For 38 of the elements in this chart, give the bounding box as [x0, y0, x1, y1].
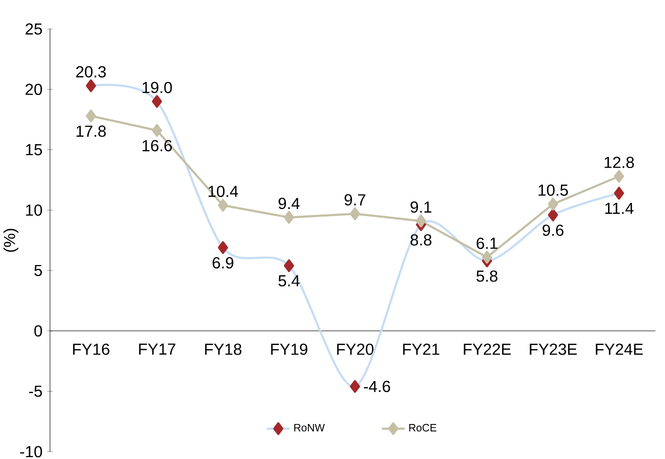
- x-tick-label: FY21: [403, 344, 440, 355]
- data-label: 17.8: [76, 126, 106, 137]
- y-tick-label: -5: [29, 386, 42, 397]
- data-label: 6.9: [212, 257, 234, 268]
- x-tick-label: FY19: [271, 344, 308, 355]
- x-tick-label: FY17: [139, 344, 176, 355]
- y-tick-label: 15: [26, 144, 42, 156]
- data-label: 12.8: [604, 156, 634, 168]
- data-label: 11.4: [605, 202, 634, 214]
- data-label: 20.3: [76, 66, 106, 78]
- y-tick-label: 0: [34, 325, 42, 337]
- data-label: 8.8: [410, 234, 432, 246]
- data-label: 9.7: [344, 194, 366, 206]
- x-tick-label: FY23E: [530, 344, 577, 355]
- legend-label: RoCE: [409, 424, 436, 432]
- data-label: 9.6: [542, 224, 564, 236]
- y-tick-label: 10: [26, 204, 42, 216]
- data-label: 5.4: [278, 275, 300, 286]
- legend-label: RoNW: [294, 424, 325, 432]
- data-label: 5.8: [476, 270, 498, 282]
- x-tick-label: FY20: [337, 344, 374, 355]
- data-label: 16.6: [142, 140, 172, 152]
- x-tick-label: FY18: [205, 344, 242, 355]
- y-tick-label: 20: [26, 84, 42, 96]
- x-tick-label: FY22E: [464, 344, 511, 355]
- data-label: 9.1: [410, 201, 432, 213]
- data-label: 9.4: [278, 198, 300, 210]
- data-label: 19.0: [142, 82, 172, 94]
- data-label: 10.5: [538, 184, 568, 196]
- y-tick-label: 25: [26, 23, 42, 35]
- data-label: 10.4: [208, 186, 238, 198]
- data-label: -4.6: [364, 380, 390, 392]
- y-tick-label: 5: [34, 264, 42, 276]
- x-tick-label: FY16: [73, 344, 110, 355]
- x-tick-label: FY24E: [596, 344, 643, 355]
- y-tick-label: -10: [20, 446, 42, 458]
- data-label: 6.1: [476, 238, 498, 249]
- y-axis-title: (%): [3, 228, 18, 252]
